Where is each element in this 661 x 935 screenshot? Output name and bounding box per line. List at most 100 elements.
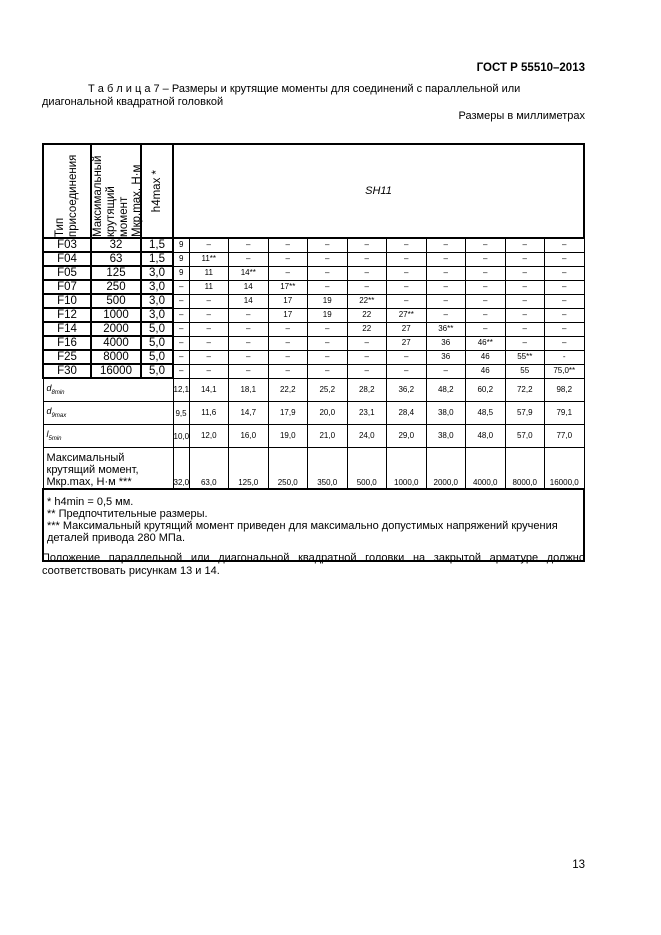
table-cell: 9,5 (172, 401, 190, 425)
table-cell: – (465, 321, 506, 337)
table-cell: – (465, 307, 506, 323)
table-cell: – (346, 349, 387, 365)
table-cell: – (228, 335, 269, 351)
table-row: F05 125 3,0 9 11 14** – – – – – – – – (42, 265, 585, 281)
table-cell: 250,0 (267, 447, 308, 490)
table-cell: – (425, 293, 466, 309)
table-cell: – (228, 363, 269, 379)
table-cell: 38,0 (425, 424, 466, 448)
table-cell: – (544, 237, 585, 253)
table-cell: 36 (425, 349, 466, 365)
param-label: d9max (42, 401, 174, 425)
table-cell: 125,0 (228, 447, 269, 490)
param-row: d8min 12,1 14,1 18,1 22,2 25,2 28,2 36,2 48,2 60,… (42, 377, 585, 402)
table-cell: 20,0 (307, 401, 348, 425)
table-cell: – (425, 279, 466, 295)
connection-type: F14 (42, 321, 92, 337)
max-torque: 500 (90, 293, 142, 309)
table-cell: 46 (465, 363, 506, 379)
max-torque: 1000 (90, 307, 142, 323)
table-cell: 11 (188, 279, 229, 295)
table-cell: – (172, 293, 190, 309)
table-cell: – (307, 335, 348, 351)
table-cell: 27** (386, 307, 427, 323)
table-cell: 9 (172, 237, 190, 253)
table-cell: 11 (188, 265, 229, 281)
h4max: 1,5 (140, 237, 174, 253)
table-cell: 10,0 (172, 424, 190, 448)
table-row: F30 16000 5,0– – – – – – – –46 55 75,0** (42, 363, 585, 379)
table-cell: 14** (228, 265, 269, 281)
body-paragraph: Положение параллельной или диагональной … (42, 552, 585, 577)
table-cell: – (267, 251, 308, 267)
table-cell: – (504, 321, 545, 337)
table-cell: – (228, 251, 269, 267)
caption-line-2: диагональной квадратной головкой (42, 96, 224, 108)
table-cell: – (465, 237, 506, 253)
table-row: F12 1000 3,0– – –17 19 22 27** – – – – (42, 307, 585, 323)
table-cell: 12,1 (172, 377, 190, 402)
table-cell: 17** (267, 279, 308, 295)
table-cell: 14,1 (188, 377, 229, 402)
table-cell: 57,0 (504, 424, 545, 448)
h4max: 5,0 (140, 363, 174, 379)
table-cell: 36** (425, 321, 466, 337)
table-cell: 28,2 (346, 377, 387, 402)
table-cell: – (228, 321, 269, 337)
table-cell: 22,2 (267, 377, 308, 402)
h4max: 5,0 (140, 335, 174, 351)
table-cell: 48,5 (465, 401, 506, 425)
table-cell: 48,0 (465, 424, 506, 448)
dimensions-table: Тип присоединения Максимальный крутящий м… (42, 143, 585, 562)
connection-type: F05 (42, 265, 92, 281)
table-cell: – (504, 237, 545, 253)
table-cell: 55** (504, 349, 545, 365)
h4max: 3,0 (140, 307, 174, 323)
table-cell: 36 (425, 335, 466, 351)
table-cell: 46** (465, 335, 506, 351)
param-label: l5min (42, 424, 174, 448)
table-cell: – (172, 363, 190, 379)
column-header: h4max * (140, 143, 174, 239)
table-cell: – (188, 321, 229, 337)
connection-type: F25 (42, 349, 92, 365)
table-cell: – (188, 237, 229, 253)
max-torque: 2000 (90, 321, 142, 337)
column-header: Максимальный крутящий момент Mкр.max, Н·… (90, 143, 143, 239)
table-cell: 28,4 (386, 401, 427, 425)
table-cell: 48,2 (425, 377, 466, 402)
document-header: ГОСТ Р 55510–2013 (476, 62, 585, 74)
table-cell: – (172, 307, 190, 323)
max-torque: 8000 (90, 349, 142, 365)
table-cell: – (465, 279, 506, 295)
param-label: d8min (42, 377, 174, 402)
page-number: 13 (572, 859, 585, 871)
table-cell: 14 (228, 279, 269, 295)
table-cell: – (465, 251, 506, 267)
table-cell: – (346, 335, 387, 351)
table-cell: 38,0 (425, 401, 466, 425)
param-subscript: 5min (48, 435, 62, 442)
table-cell: 19 (307, 307, 348, 323)
footnotes: * h4min = 0,5 мм. ** Предпочтительные раз… (42, 488, 585, 562)
column-header: Тип присоединения (42, 143, 92, 239)
table-cell: 22 (346, 321, 387, 337)
table-cell: – (346, 279, 387, 295)
table-cell: – (172, 279, 190, 295)
param-symbol: d (46, 382, 52, 393)
table-cell: – (386, 251, 427, 267)
footnote: *** Максимальный крутящий момент приведе… (47, 520, 558, 544)
table-cell: – (307, 363, 348, 379)
table-cell: – (425, 307, 466, 323)
table-cell: – (346, 363, 387, 379)
column-header-text: h4max * (150, 169, 163, 213)
table-cell: – (544, 279, 585, 295)
max-torque-label: Максимальный крутящий момент, Mкр.max, Н… (42, 447, 174, 490)
table-row: F03 32 1,5 9– – – – – – – – – – (42, 237, 585, 253)
table-cell: 17,9 (267, 401, 308, 425)
table-cell: 8000,0 (504, 447, 545, 490)
max-torque: 32 (90, 237, 142, 253)
footnote: ** Предпочтительные размеры. (47, 508, 208, 520)
table-cell: – (228, 237, 269, 253)
column-header-text: Максимальный крутящий момент Mкр.max, Н·… (92, 155, 143, 237)
